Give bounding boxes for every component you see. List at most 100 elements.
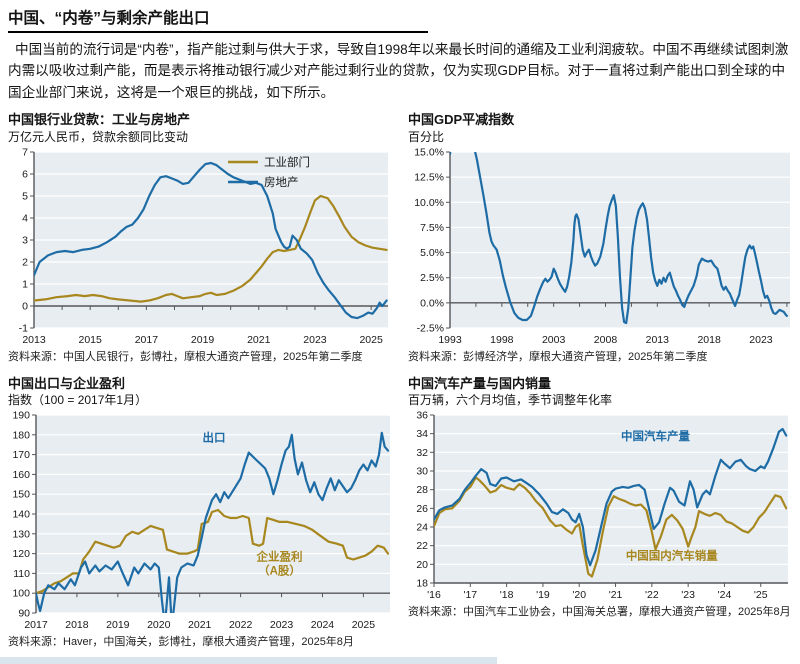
svg-text:12.5%: 12.5% bbox=[414, 171, 444, 183]
svg-text:2022: 2022 bbox=[229, 619, 253, 631]
page-title: 中国、“内卷”与剩余产能出口 bbox=[8, 6, 428, 33]
svg-text:6: 6 bbox=[22, 168, 28, 180]
svg-text:4: 4 bbox=[22, 212, 28, 224]
svg-text:2013: 2013 bbox=[22, 334, 46, 346]
svg-text:190: 190 bbox=[12, 411, 30, 422]
chart-source: 资料来源：中国汽车工业协会，中国海关总署，摩根大通资产管理，2025年8月 bbox=[408, 606, 791, 619]
chart-title: 中国汽车产量与国内销量 bbox=[408, 375, 552, 391]
svg-text:'23: '23 bbox=[681, 589, 695, 601]
svg-text:20: 20 bbox=[416, 559, 428, 571]
svg-text:7.5%: 7.5% bbox=[420, 222, 444, 234]
svg-text:100: 100 bbox=[12, 588, 30, 600]
svg-text:-1: -1 bbox=[19, 322, 28, 334]
svg-text:工业部门: 工业部门 bbox=[264, 155, 310, 169]
chart-source: 资料来源：彭博经济学，摩根大通资产管理，2025年第二季度 bbox=[408, 350, 708, 363]
svg-text:90: 90 bbox=[18, 608, 30, 620]
chart-source: 资料来源：中国人民银行，彭博社，摩根大通资产管理，2025年第二季度 bbox=[8, 350, 363, 363]
svg-text:0.0%: 0.0% bbox=[420, 297, 444, 309]
svg-text:2: 2 bbox=[22, 256, 28, 268]
svg-text:中国国内汽车销量: 中国国内汽车销量 bbox=[626, 549, 718, 563]
svg-text:2015: 2015 bbox=[79, 334, 103, 346]
svg-text:130: 130 bbox=[12, 529, 30, 541]
svg-text:（A股）: （A股） bbox=[258, 564, 301, 578]
chart-exports-profits: 中国出口与企业盈利 指数（100 = 2017年1月） 190 180 170 160… bbox=[8, 376, 400, 650]
svg-text:30: 30 bbox=[416, 466, 428, 478]
svg-text:企业盈利: 企业盈利 bbox=[256, 550, 303, 564]
svg-text:160: 160 bbox=[12, 469, 30, 481]
chart-source: 资料来源：Haver，中国海关，彭博社，摩根大通资产管理，2025年8月 bbox=[8, 636, 354, 649]
svg-text:0: 0 bbox=[22, 300, 28, 312]
svg-text:140: 140 bbox=[12, 509, 30, 521]
svg-text:34: 34 bbox=[416, 428, 428, 440]
svg-text:170: 170 bbox=[12, 449, 30, 461]
svg-text:2021: 2021 bbox=[247, 334, 271, 346]
svg-text:-2.5%: -2.5% bbox=[417, 322, 444, 334]
chart-subtitle: 百万辆，六个月均值，季节调整年化率 bbox=[408, 393, 613, 408]
page: 中国、“内卷”与剩余产能出口 中国当前的流行词是“内卷”，指产能过剩与供大于求，… bbox=[8, 6, 792, 649]
gdp-deflator-chart: 15.0% 12.5% 10.0% 7.5% 5.0% 2.5% 0.0% -2.5%1993… bbox=[414, 148, 790, 346]
svg-text:2023: 2023 bbox=[749, 334, 773, 346]
svg-text:150: 150 bbox=[12, 489, 30, 501]
svg-text:32: 32 bbox=[416, 447, 428, 459]
svg-text:1998: 1998 bbox=[490, 334, 514, 346]
svg-text:中国汽车产量: 中国汽车产量 bbox=[621, 429, 690, 443]
svg-text:2019: 2019 bbox=[191, 334, 215, 346]
svg-text:2023: 2023 bbox=[270, 619, 294, 631]
svg-text:'19: '19 bbox=[536, 589, 550, 601]
svg-text:房地产: 房地产 bbox=[264, 175, 299, 189]
svg-text:2013: 2013 bbox=[646, 334, 670, 346]
svg-text:2018: 2018 bbox=[65, 619, 89, 631]
svg-text:出口: 出口 bbox=[203, 431, 226, 445]
chart-gdp-deflator: 中国GDP平减指数 百分比 15.0% 12.5% 10.0% 7.5% 5.0% 2.5… bbox=[408, 112, 800, 364]
svg-text:2020: 2020 bbox=[147, 619, 171, 631]
svg-text:22: 22 bbox=[416, 540, 428, 552]
svg-text:2008: 2008 bbox=[594, 334, 618, 346]
intro-paragraph: 中国当前的流行词是“内卷”，指产能过剩与供大于求，导致自1998年以来最长时间的… bbox=[8, 42, 789, 100]
svg-text:2017: 2017 bbox=[24, 619, 48, 631]
svg-text:'17: '17 bbox=[463, 589, 477, 601]
svg-text:'21: '21 bbox=[609, 589, 623, 601]
svg-text:10.0%: 10.0% bbox=[414, 196, 444, 208]
svg-text:3: 3 bbox=[22, 234, 28, 246]
svg-text:120: 120 bbox=[12, 548, 30, 560]
svg-text:2.5%: 2.5% bbox=[420, 272, 444, 284]
svg-text:2024: 2024 bbox=[311, 619, 335, 631]
svg-text:2023: 2023 bbox=[303, 334, 327, 346]
svg-text:2019: 2019 bbox=[106, 619, 130, 631]
chart-subtitle: 万亿元人民币，贷款余额同比变动 bbox=[8, 129, 189, 144]
svg-text:'16: '16 bbox=[427, 589, 441, 601]
chart-title: 中国GDP平减指数 bbox=[408, 112, 515, 128]
svg-text:5: 5 bbox=[22, 190, 28, 202]
svg-text:2025: 2025 bbox=[359, 334, 383, 346]
svg-text:'24: '24 bbox=[718, 589, 732, 601]
bottom-strip bbox=[0, 657, 497, 664]
chart-subtitle: 指数（100 = 2017年1月） bbox=[8, 393, 148, 408]
chart-bank-loans: 中国银行业贷款：工业与房地产 万亿元人民币，贷款余额同比变动 7 6 5 4 3 2 1 0 -… bbox=[8, 112, 400, 364]
svg-text:180: 180 bbox=[12, 430, 30, 442]
svg-text:18: 18 bbox=[416, 578, 428, 590]
svg-text:2025: 2025 bbox=[352, 619, 376, 631]
chart-title: 中国银行业贷款：工业与房地产 bbox=[8, 112, 191, 128]
svg-text:2003: 2003 bbox=[542, 334, 566, 346]
svg-text:24: 24 bbox=[416, 522, 428, 534]
chart-subtitle: 百分比 bbox=[408, 129, 445, 144]
svg-text:15.0%: 15.0% bbox=[414, 148, 444, 159]
svg-text:2017: 2017 bbox=[135, 334, 159, 346]
chart-auto-production-sales: 中国汽车产量与国内销量 百万辆，六个月均值，季节调整年化率 36 34 32 30 28… bbox=[408, 376, 800, 650]
svg-text:1993: 1993 bbox=[438, 334, 462, 346]
svg-text:7: 7 bbox=[22, 148, 28, 159]
svg-text:2018: 2018 bbox=[697, 334, 721, 346]
svg-text:1: 1 bbox=[22, 278, 28, 290]
svg-text:110: 110 bbox=[13, 568, 30, 580]
auto-production-sales-chart: 36 34 32 30 28 26 24 22 20 18'16 '17 '18 '19 '20 '21 '2… bbox=[416, 411, 788, 601]
svg-text:26: 26 bbox=[416, 503, 428, 515]
svg-text:'22: '22 bbox=[645, 589, 659, 601]
svg-text:2021: 2021 bbox=[188, 619, 212, 631]
svg-text:'25: '25 bbox=[754, 589, 768, 601]
svg-text:'20: '20 bbox=[572, 589, 586, 601]
svg-text:36: 36 bbox=[416, 411, 428, 422]
svg-text:28: 28 bbox=[416, 484, 428, 496]
